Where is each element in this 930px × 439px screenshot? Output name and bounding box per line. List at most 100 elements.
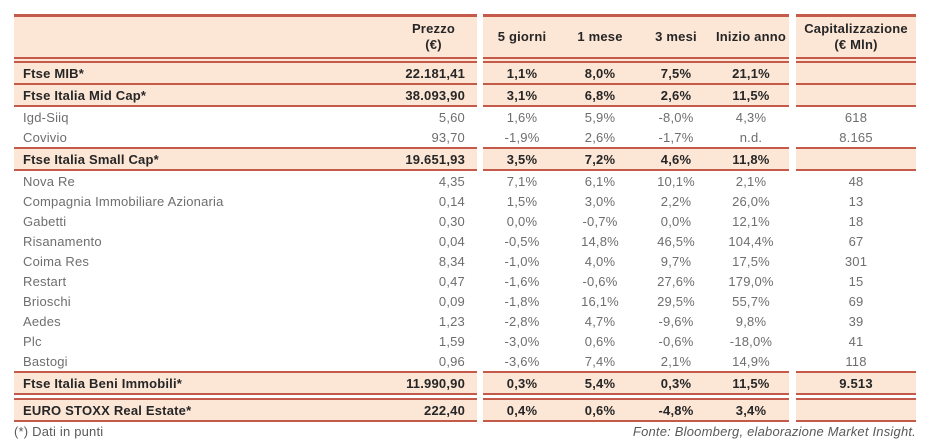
table-row: Brioschi 0,09 -1,8% 16,1% 29,5% 55,7% 69 <box>14 291 916 311</box>
cell-5-giorni: 3,5% <box>483 147 561 171</box>
separator-segment <box>390 59 477 61</box>
cell-prezzo: 0,04 <box>438 233 465 249</box>
cell-1-mese: 14,8% <box>581 233 619 249</box>
cell-inizio-anno: 21,1% <box>713 61 789 85</box>
cell-3-mesi: 46,5% <box>657 233 695 249</box>
cell-1-mese: 8,0% <box>561 61 639 85</box>
cell-capitalizzazione: 15 <box>848 273 864 289</box>
cell-prezzo: 0,47 <box>438 273 465 289</box>
table-row: Gabetti 0,30 0,0% -0,7% 0,0% 12,1% 18 <box>14 211 916 231</box>
column-spacer <box>789 271 796 291</box>
cell-capitalizzazione: 618 <box>844 109 868 125</box>
cell-capitalizzazione: 48 <box>848 173 864 189</box>
cell-3-mesi: -8,0% <box>658 109 694 125</box>
cell-1-mese: 0,6% <box>561 398 639 422</box>
cell-1-mese: 7,4% <box>584 353 616 369</box>
cell-5-giorni: -1,8% <box>504 293 540 309</box>
cell-capitalizzazione: 9.513 <box>796 371 916 395</box>
cell-name: Restart <box>23 273 67 289</box>
cell-name: Nova Re <box>23 173 75 189</box>
cell-1-mese: 16,1% <box>581 293 619 309</box>
cell-name: Brioschi <box>23 293 71 309</box>
table-row: Ftse MIB* 22.181,41 1,1% 8,0% 7,5% 21,1% <box>14 61 916 85</box>
cell-prezzo: 4,35 <box>438 173 465 189</box>
cell-prezzo: 11.990,90 <box>390 371 477 395</box>
cell-1-mese: -0,6% <box>582 273 618 289</box>
cell-capitalizzazione: 301 <box>844 253 868 269</box>
cell-capitalizzazione <box>796 61 916 85</box>
table-row: EURO STOXX Real Estate* 222,40 0,4% 0,6%… <box>14 398 916 422</box>
cell-5-giorni: 0,0% <box>506 213 538 229</box>
cell-prezzo: 8,34 <box>438 253 465 269</box>
cell-5-giorni: -1,9% <box>504 129 540 145</box>
cell-name: Ftse Italia Small Cap* <box>14 147 390 171</box>
cell-name: Ftse MIB* <box>14 61 390 85</box>
price-performance-table: Prezzo (€) 5 giorni 1 mese 3 mesi Inizio… <box>14 14 916 422</box>
cell-prezzo: 38.093,90 <box>390 85 477 107</box>
column-spacer <box>789 191 796 211</box>
cell-prezzo: 222,40 <box>390 398 477 422</box>
cell-name: Plc <box>23 333 42 349</box>
cell-name: Compagnia Immobiliare Azionaria <box>23 193 224 209</box>
table-row: Risanamento 0,04 -0,5% 14,8% 46,5% 104,4… <box>14 231 916 251</box>
cell-inizio-anno: 9,8% <box>735 313 767 329</box>
cell-inizio-anno: 4,3% <box>735 109 767 125</box>
column-spacer <box>789 398 796 422</box>
column-spacer <box>789 251 796 271</box>
cell-1-mese: 3,0% <box>584 193 616 209</box>
table-body: Ftse MIB* 22.181,41 1,1% 8,0% 7,5% 21,1%… <box>14 61 916 422</box>
cell-capitalizzazione <box>796 147 916 171</box>
cell-capitalizzazione: 8.165 <box>839 129 873 145</box>
cell-name: EURO STOXX Real Estate* <box>14 398 390 422</box>
table-row: Aedes 1,23 -2,8% 4,7% -9,6% 9,8% 39 <box>14 311 916 331</box>
cell-3-mesi: 4,6% <box>639 147 713 171</box>
cell-3-mesi: -0,6% <box>658 333 694 349</box>
cell-3-mesi: 0,3% <box>639 371 713 395</box>
cell-inizio-anno: 179,0% <box>728 273 774 289</box>
column-spacer <box>789 85 796 107</box>
cell-5-giorni: 3,1% <box>483 85 561 107</box>
table-row: Restart 0,47 -1,6% -0,6% 27,6% 179,0% 15 <box>14 271 916 291</box>
cell-name: Ftse Italia Beni Immobili* <box>14 371 390 395</box>
cell-5-giorni: 7,1% <box>506 173 538 189</box>
header-capitalizzazione: Capitalizzazione (€ Mln) <box>796 14 916 59</box>
cell-3-mesi: -1,7% <box>658 129 694 145</box>
cell-prezzo: 0,30 <box>438 213 465 229</box>
header-5-giorni: 5 giorni <box>483 14 561 59</box>
cell-inizio-anno: 12,1% <box>732 213 770 229</box>
cell-3-mesi: 9,7% <box>660 253 692 269</box>
header-separator <box>14 59 916 61</box>
cell-5-giorni: -2,8% <box>504 313 540 329</box>
table-row: Coima Res 8,34 -1,0% 4,0% 9,7% 17,5% 301 <box>14 251 916 271</box>
cell-inizio-anno: -18,0% <box>729 333 773 349</box>
column-spacer <box>789 211 796 231</box>
cell-prezzo: 0,14 <box>438 193 465 209</box>
cell-1-mese: -0,7% <box>582 213 618 229</box>
cell-name: Aedes <box>23 313 61 329</box>
table-row: Compagnia Immobiliare Azionaria 0,14 1,5… <box>14 191 916 211</box>
table-header-row: Prezzo (€) 5 giorni 1 mese 3 mesi Inizio… <box>14 14 916 59</box>
cell-capitalizzazione: 118 <box>845 353 867 369</box>
cell-3-mesi: 10,1% <box>657 173 695 189</box>
table-row: Igd-Siiq 5,60 1,6% 5,9% -8,0% 4,3% 618 <box>14 107 916 127</box>
cell-3-mesi: 2,6% <box>639 85 713 107</box>
column-spacer <box>789 231 796 251</box>
cell-5-giorni: 1,1% <box>483 61 561 85</box>
separator-segment <box>14 59 390 61</box>
cell-inizio-anno: 11,5% <box>713 371 789 395</box>
cell-capitalizzazione <box>796 85 916 107</box>
column-spacer <box>789 147 796 171</box>
header-3-mesi: 3 mesi <box>639 14 713 59</box>
header-inizio-anno: Inizio anno <box>713 14 789 59</box>
cell-3-mesi: 2,1% <box>660 353 692 369</box>
cell-prezzo: 93,70 <box>431 129 465 145</box>
cell-3-mesi: 2,2% <box>660 193 692 209</box>
cell-3-mesi: 7,5% <box>639 61 713 85</box>
cell-prezzo: 5,60 <box>438 109 465 125</box>
cell-capitalizzazione: 67 <box>848 233 864 249</box>
table-footer: (*) Dati in punti Fonte: Bloomberg, elab… <box>14 424 916 439</box>
cell-5-giorni: -1,0% <box>504 253 540 269</box>
cell-1-mese: 7,2% <box>561 147 639 171</box>
cell-3-mesi: 27,6% <box>657 273 695 289</box>
cell-inizio-anno: 17,5% <box>732 253 770 269</box>
